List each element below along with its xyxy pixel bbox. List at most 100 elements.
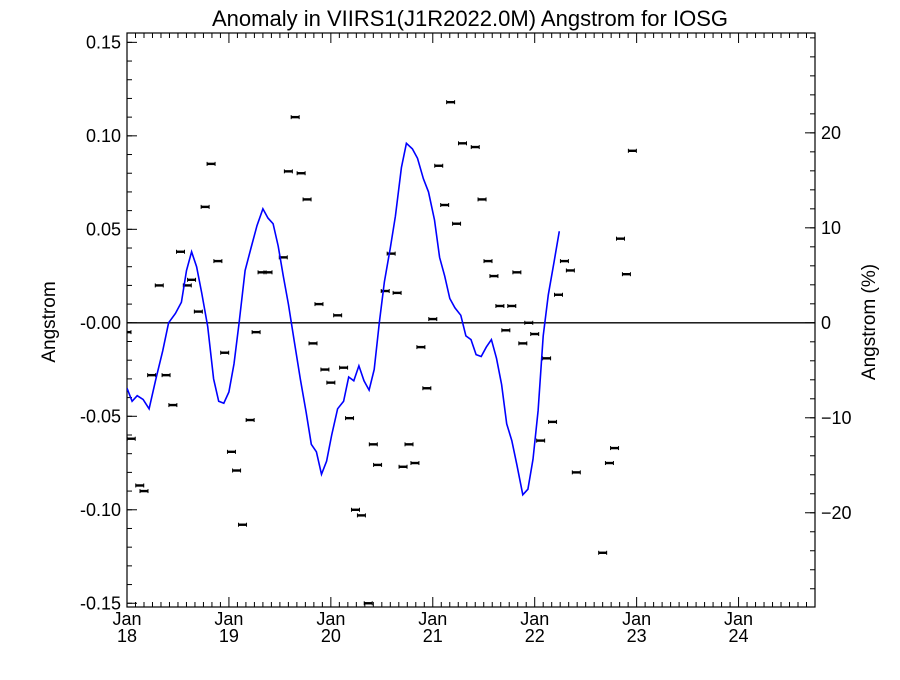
data-point	[368, 442, 378, 447]
y-right-tick-label: 0	[821, 313, 831, 333]
data-point	[446, 100, 456, 105]
data-point	[176, 249, 186, 254]
data-point	[251, 330, 261, 335]
x-tick-label-year: 22	[525, 626, 545, 646]
data-point	[392, 290, 402, 295]
data-point	[627, 148, 637, 153]
x-tick-label-month: Jan	[520, 609, 549, 629]
chart-title: Anomaly in VIIRS1(J1R2022.0M) Angstrom f…	[212, 6, 728, 31]
data-point	[363, 601, 373, 606]
x-tick-label-month: Jan	[418, 609, 447, 629]
data-point	[470, 145, 480, 150]
data-point	[320, 367, 330, 372]
data-point	[565, 268, 575, 273]
y-tick-label: 0.05	[86, 219, 121, 239]
data-point	[200, 204, 210, 209]
data-point	[553, 292, 563, 297]
data-point	[571, 470, 581, 475]
y-axis-label-right: Angstrom (%)	[859, 264, 880, 380]
data-point	[604, 461, 614, 466]
x-tick-label-year: 21	[423, 626, 443, 646]
y-tick-label: -0.15	[80, 593, 121, 613]
y-right-tick-label: −20	[821, 503, 852, 523]
data-point	[339, 365, 349, 370]
data-point	[404, 442, 414, 447]
data-point	[168, 403, 178, 408]
data-point	[512, 270, 522, 275]
y-right-tick-label: −10	[821, 408, 852, 428]
data-point	[245, 418, 255, 423]
data-point	[542, 356, 552, 361]
data-point	[135, 483, 145, 488]
data-point	[518, 341, 528, 346]
x-tick-label-year: 23	[627, 626, 647, 646]
data-point	[238, 522, 248, 527]
data-point	[507, 303, 517, 308]
data-point	[302, 197, 312, 202]
data-point	[296, 171, 306, 176]
data-point	[283, 169, 293, 174]
data-point	[373, 462, 383, 467]
x-tick-label-year: 19	[219, 626, 239, 646]
data-point	[333, 313, 343, 318]
data-point	[495, 303, 505, 308]
y-tick-label: 0.15	[86, 32, 121, 52]
x-tick-label-month: Jan	[316, 609, 345, 629]
data-point	[615, 236, 625, 241]
data-point	[161, 373, 171, 378]
x-tick-label-month: Jan	[112, 609, 141, 629]
data-point	[232, 468, 242, 473]
data-point	[290, 115, 300, 120]
data-point	[440, 203, 450, 208]
x-tick-label-month: Jan	[724, 609, 753, 629]
x-tick-label-year: 20	[321, 626, 341, 646]
data-point	[314, 302, 324, 307]
data-point	[386, 251, 396, 256]
data-point	[398, 464, 408, 469]
data-point	[410, 461, 420, 466]
fit-line	[127, 141, 561, 497]
data-point	[434, 163, 444, 168]
data-point	[213, 259, 223, 264]
data-point	[559, 259, 569, 264]
y-tick-label: -0.10	[80, 500, 121, 520]
data-point	[345, 416, 355, 421]
data-point	[127, 330, 132, 335]
data-point	[422, 386, 432, 391]
data-point	[489, 274, 499, 279]
x-tick-label-month: Jan	[622, 609, 651, 629]
data-point	[220, 350, 230, 355]
data-point	[356, 513, 366, 518]
y-right-tick-label: 10	[821, 218, 841, 238]
data-point	[428, 317, 438, 322]
data-point	[548, 419, 558, 424]
data-point	[416, 345, 426, 350]
data-point	[536, 438, 546, 443]
data-point	[452, 221, 462, 226]
x-tick-label-year: 24	[729, 626, 749, 646]
data-point	[147, 373, 157, 378]
y-tick-label: -0.05	[80, 406, 121, 426]
data-point	[139, 489, 149, 494]
data-point	[187, 277, 197, 282]
y-right-tick-label: 20	[821, 123, 841, 143]
y-tick-label: -0.00	[80, 313, 121, 333]
y-axis-label: Angstrom	[39, 281, 60, 362]
data-point	[206, 161, 216, 166]
data-point	[610, 446, 620, 451]
data-point	[477, 197, 487, 202]
data-point	[308, 341, 318, 346]
data-point	[326, 380, 336, 385]
data-point	[127, 436, 136, 441]
x-tick-label-year: 18	[117, 626, 137, 646]
data-point	[598, 550, 608, 555]
data-points	[127, 100, 637, 606]
x-tick-label-month: Jan	[214, 609, 243, 629]
data-point	[524, 320, 534, 325]
y-tick-label: 0.10	[86, 126, 121, 146]
data-point	[530, 332, 540, 337]
data-point	[483, 259, 493, 264]
data-point	[193, 309, 203, 314]
